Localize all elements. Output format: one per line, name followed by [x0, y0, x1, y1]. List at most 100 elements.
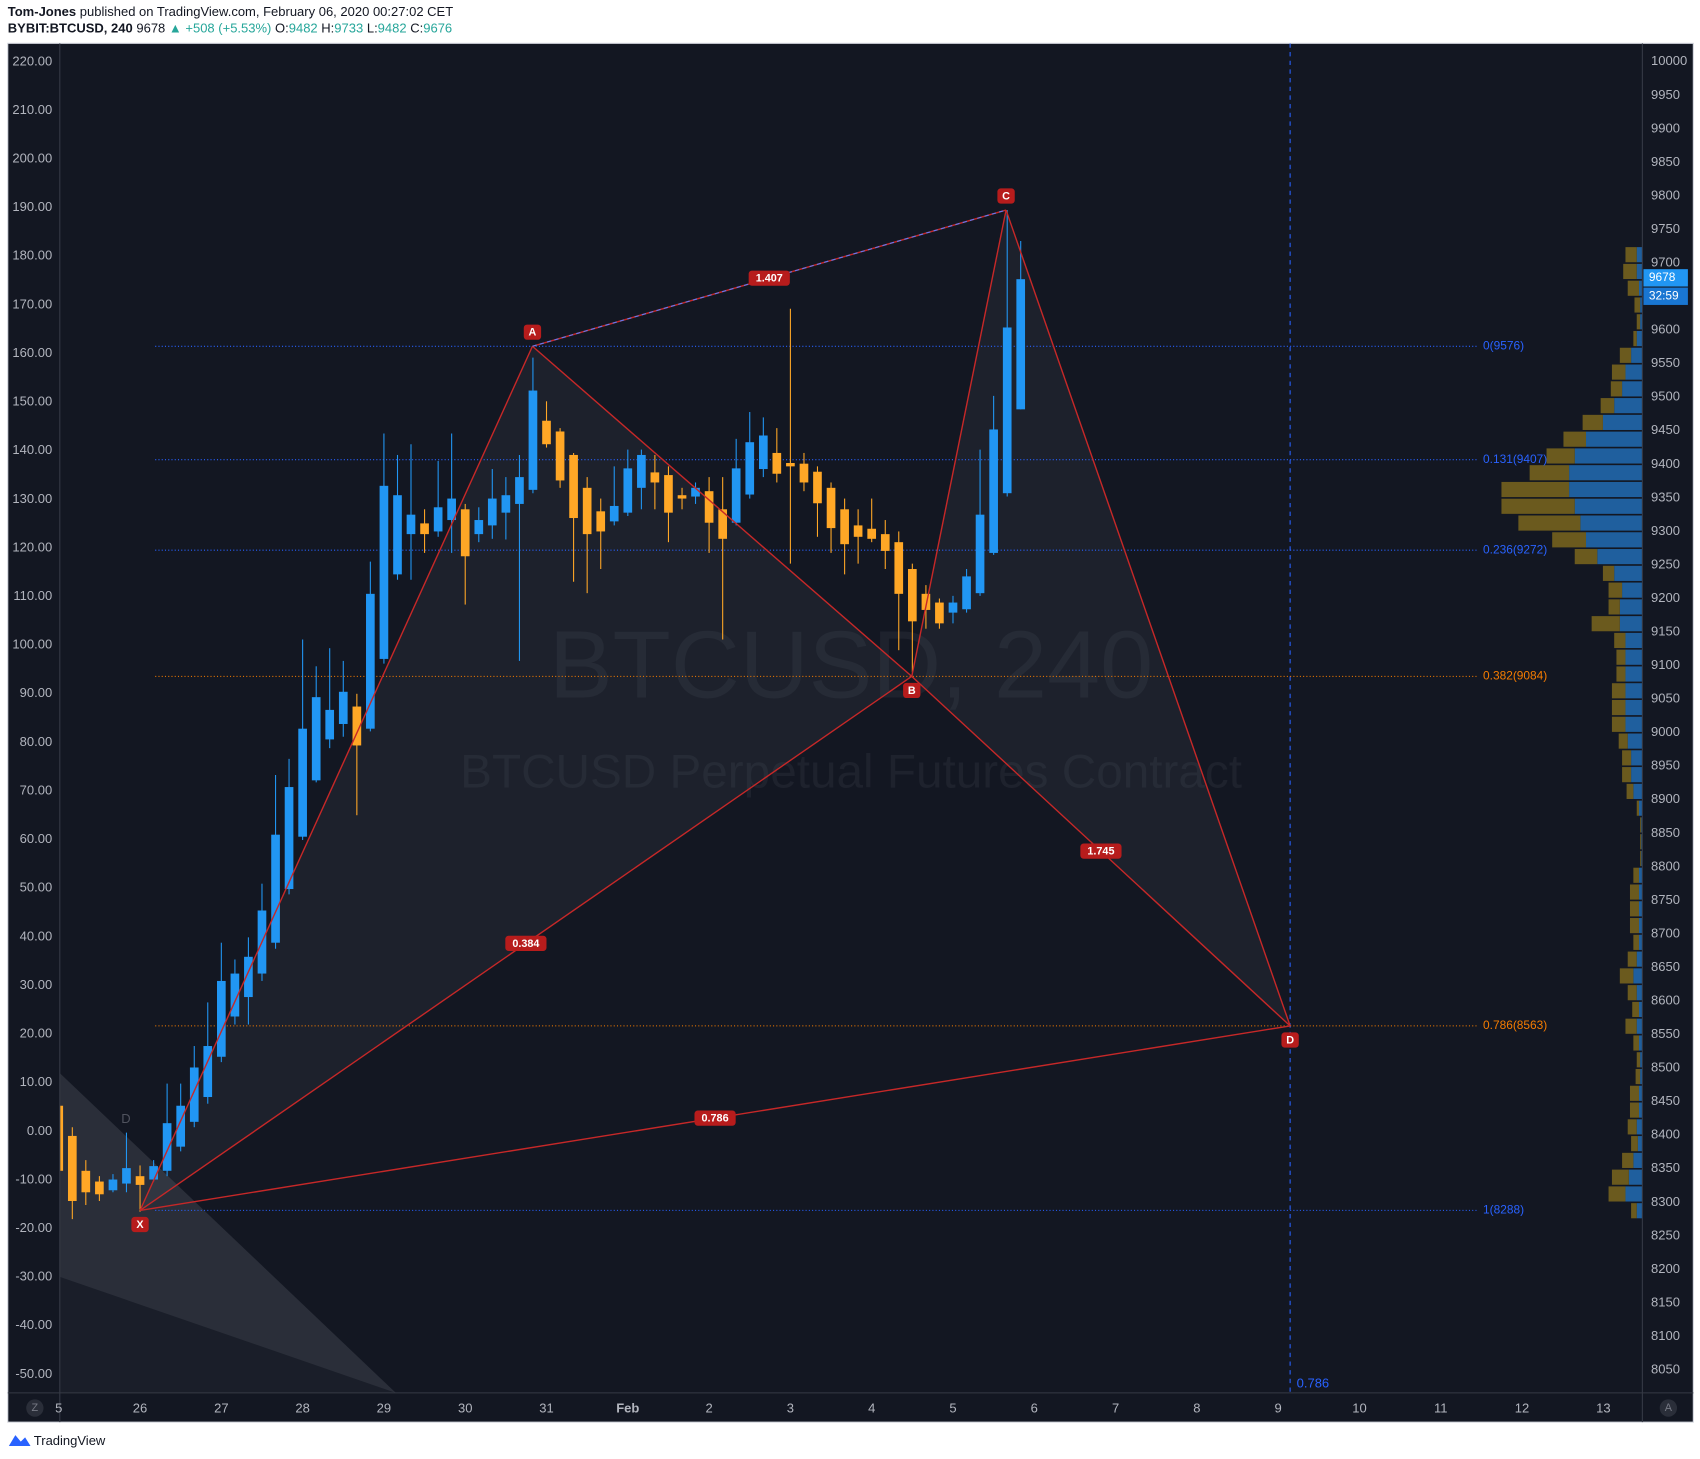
profile-up — [1641, 817, 1643, 833]
candle-body — [677, 495, 687, 499]
candle-body — [460, 509, 470, 557]
profile-up — [1636, 951, 1643, 967]
x-tick-label: 26 — [133, 1401, 147, 1416]
profile-up — [1569, 481, 1643, 498]
candle-body — [758, 435, 768, 470]
y2-tick-label: 9600 — [1651, 322, 1680, 337]
symbol: BYBIT:BTCUSD, 240 — [8, 21, 133, 36]
profile-up — [1622, 381, 1643, 397]
profile-up — [1636, 985, 1643, 1001]
x-tick-label: 28 — [295, 1401, 309, 1416]
y-tick-label: 140.00 — [12, 442, 52, 457]
profile-down — [1610, 381, 1623, 397]
auto-scale-button-label[interactable]: A — [1665, 1402, 1673, 1414]
ratio-label-box — [694, 1110, 736, 1126]
profile-up — [1614, 565, 1643, 581]
y-tick-label: -50.00 — [15, 1366, 52, 1381]
profile-up — [1636, 247, 1643, 263]
candle-body — [1002, 327, 1012, 494]
profile-down — [1611, 1169, 1629, 1185]
candle-body — [786, 463, 795, 467]
ohlc-value: 9733 — [334, 21, 363, 36]
y-tick-label: 220.00 — [12, 53, 52, 68]
profile-up — [1638, 1085, 1643, 1101]
ohlc-value: 9676 — [423, 21, 452, 36]
x-tick-label: 12 — [1515, 1401, 1529, 1416]
profile-up — [1638, 901, 1643, 917]
fan — [59, 1073, 396, 1393]
fib-levels: 0.786 0(9576) 0.131(9407) 0.236(9272) 0.382(… — [155, 43, 1547, 1393]
x-tick-label: 4 — [868, 1401, 875, 1416]
ohlc-label: O: — [275, 21, 289, 36]
candle-body — [1016, 279, 1026, 410]
point-label-box — [997, 188, 1015, 204]
candle-body — [528, 390, 538, 490]
profile-down — [1636, 314, 1641, 330]
y2-tick-label: 9100 — [1651, 657, 1680, 672]
profile-down — [1636, 800, 1639, 816]
publish-line: Tom-Jones published on TradingView.com, … — [8, 4, 453, 19]
profile-up — [1625, 666, 1643, 682]
y-tick-label: 170.00 — [12, 296, 52, 311]
profile-down — [1614, 632, 1626, 649]
y2-tick-label: 9450 — [1651, 422, 1680, 437]
point-label-box — [523, 324, 542, 340]
profile-down — [1622, 750, 1632, 766]
y2-tick-label: 9400 — [1651, 456, 1680, 471]
y2-tick-label: 8250 — [1651, 1227, 1680, 1242]
y2-tick-label: 8550 — [1651, 1026, 1680, 1041]
ohlc-label: L: — [367, 21, 378, 36]
brand-logo — [8, 1435, 31, 1446]
zoom-button[interactable] — [26, 1399, 44, 1417]
profile-down — [1629, 1085, 1639, 1101]
pattern-line — [911, 209, 1007, 677]
fib-label: 0.131(9407) — [1483, 452, 1547, 466]
y2-tick-label: 8450 — [1651, 1093, 1680, 1108]
candle-body — [216, 980, 226, 1057]
candles — [59, 210, 1026, 1220]
y2-tick-label: 9300 — [1651, 523, 1680, 538]
ratio-label: 0.786 — [702, 1113, 729, 1125]
auto-scale-button[interactable] — [1659, 1399, 1678, 1417]
profile-down — [1631, 1136, 1638, 1152]
point-label: C — [1002, 190, 1010, 202]
watermark: BTCUSD, 240 — [549, 612, 1153, 718]
candle-body — [284, 787, 294, 890]
profile-up — [1574, 498, 1643, 514]
candle-body — [176, 1105, 186, 1147]
candle-body — [420, 523, 429, 535]
profile-up — [1631, 750, 1643, 766]
y2-tick-label: 8300 — [1651, 1194, 1680, 1209]
candle-body — [406, 514, 416, 535]
profile-up — [1633, 783, 1643, 799]
candle-body — [230, 973, 240, 1017]
candle-body — [691, 487, 700, 497]
countdown-label: 32:59 — [1649, 288, 1679, 302]
candle-body — [596, 511, 606, 532]
candle-body — [962, 576, 971, 610]
candle-body — [311, 697, 321, 781]
profile-up — [1569, 465, 1643, 481]
profile-up — [1619, 599, 1643, 615]
point-label-box — [131, 1216, 149, 1233]
y-tick-label: -30.00 — [15, 1269, 52, 1284]
zoom-button-label[interactable]: Z — [32, 1402, 39, 1414]
profile-down — [1629, 884, 1639, 900]
y-tick-label: 90.00 — [20, 685, 53, 700]
ohlc-label: H: — [321, 21, 334, 36]
candle-body — [108, 1179, 118, 1191]
candle-body — [569, 454, 578, 519]
candle-body — [162, 1123, 172, 1171]
ohlc-value: 9482 — [289, 21, 318, 36]
author: Tom-Jones — [8, 4, 76, 19]
candle-body — [975, 514, 985, 594]
candle-body — [501, 495, 511, 513]
y-tick-label: 210.00 — [12, 102, 52, 117]
pattern-line — [531, 345, 913, 677]
profile-up — [1625, 632, 1643, 649]
y-tick-label: 130.00 — [12, 491, 52, 506]
profile-up — [1625, 683, 1643, 699]
y-tick-label: 20.00 — [20, 1026, 53, 1041]
ohlc-value: 9482 — [378, 21, 407, 36]
